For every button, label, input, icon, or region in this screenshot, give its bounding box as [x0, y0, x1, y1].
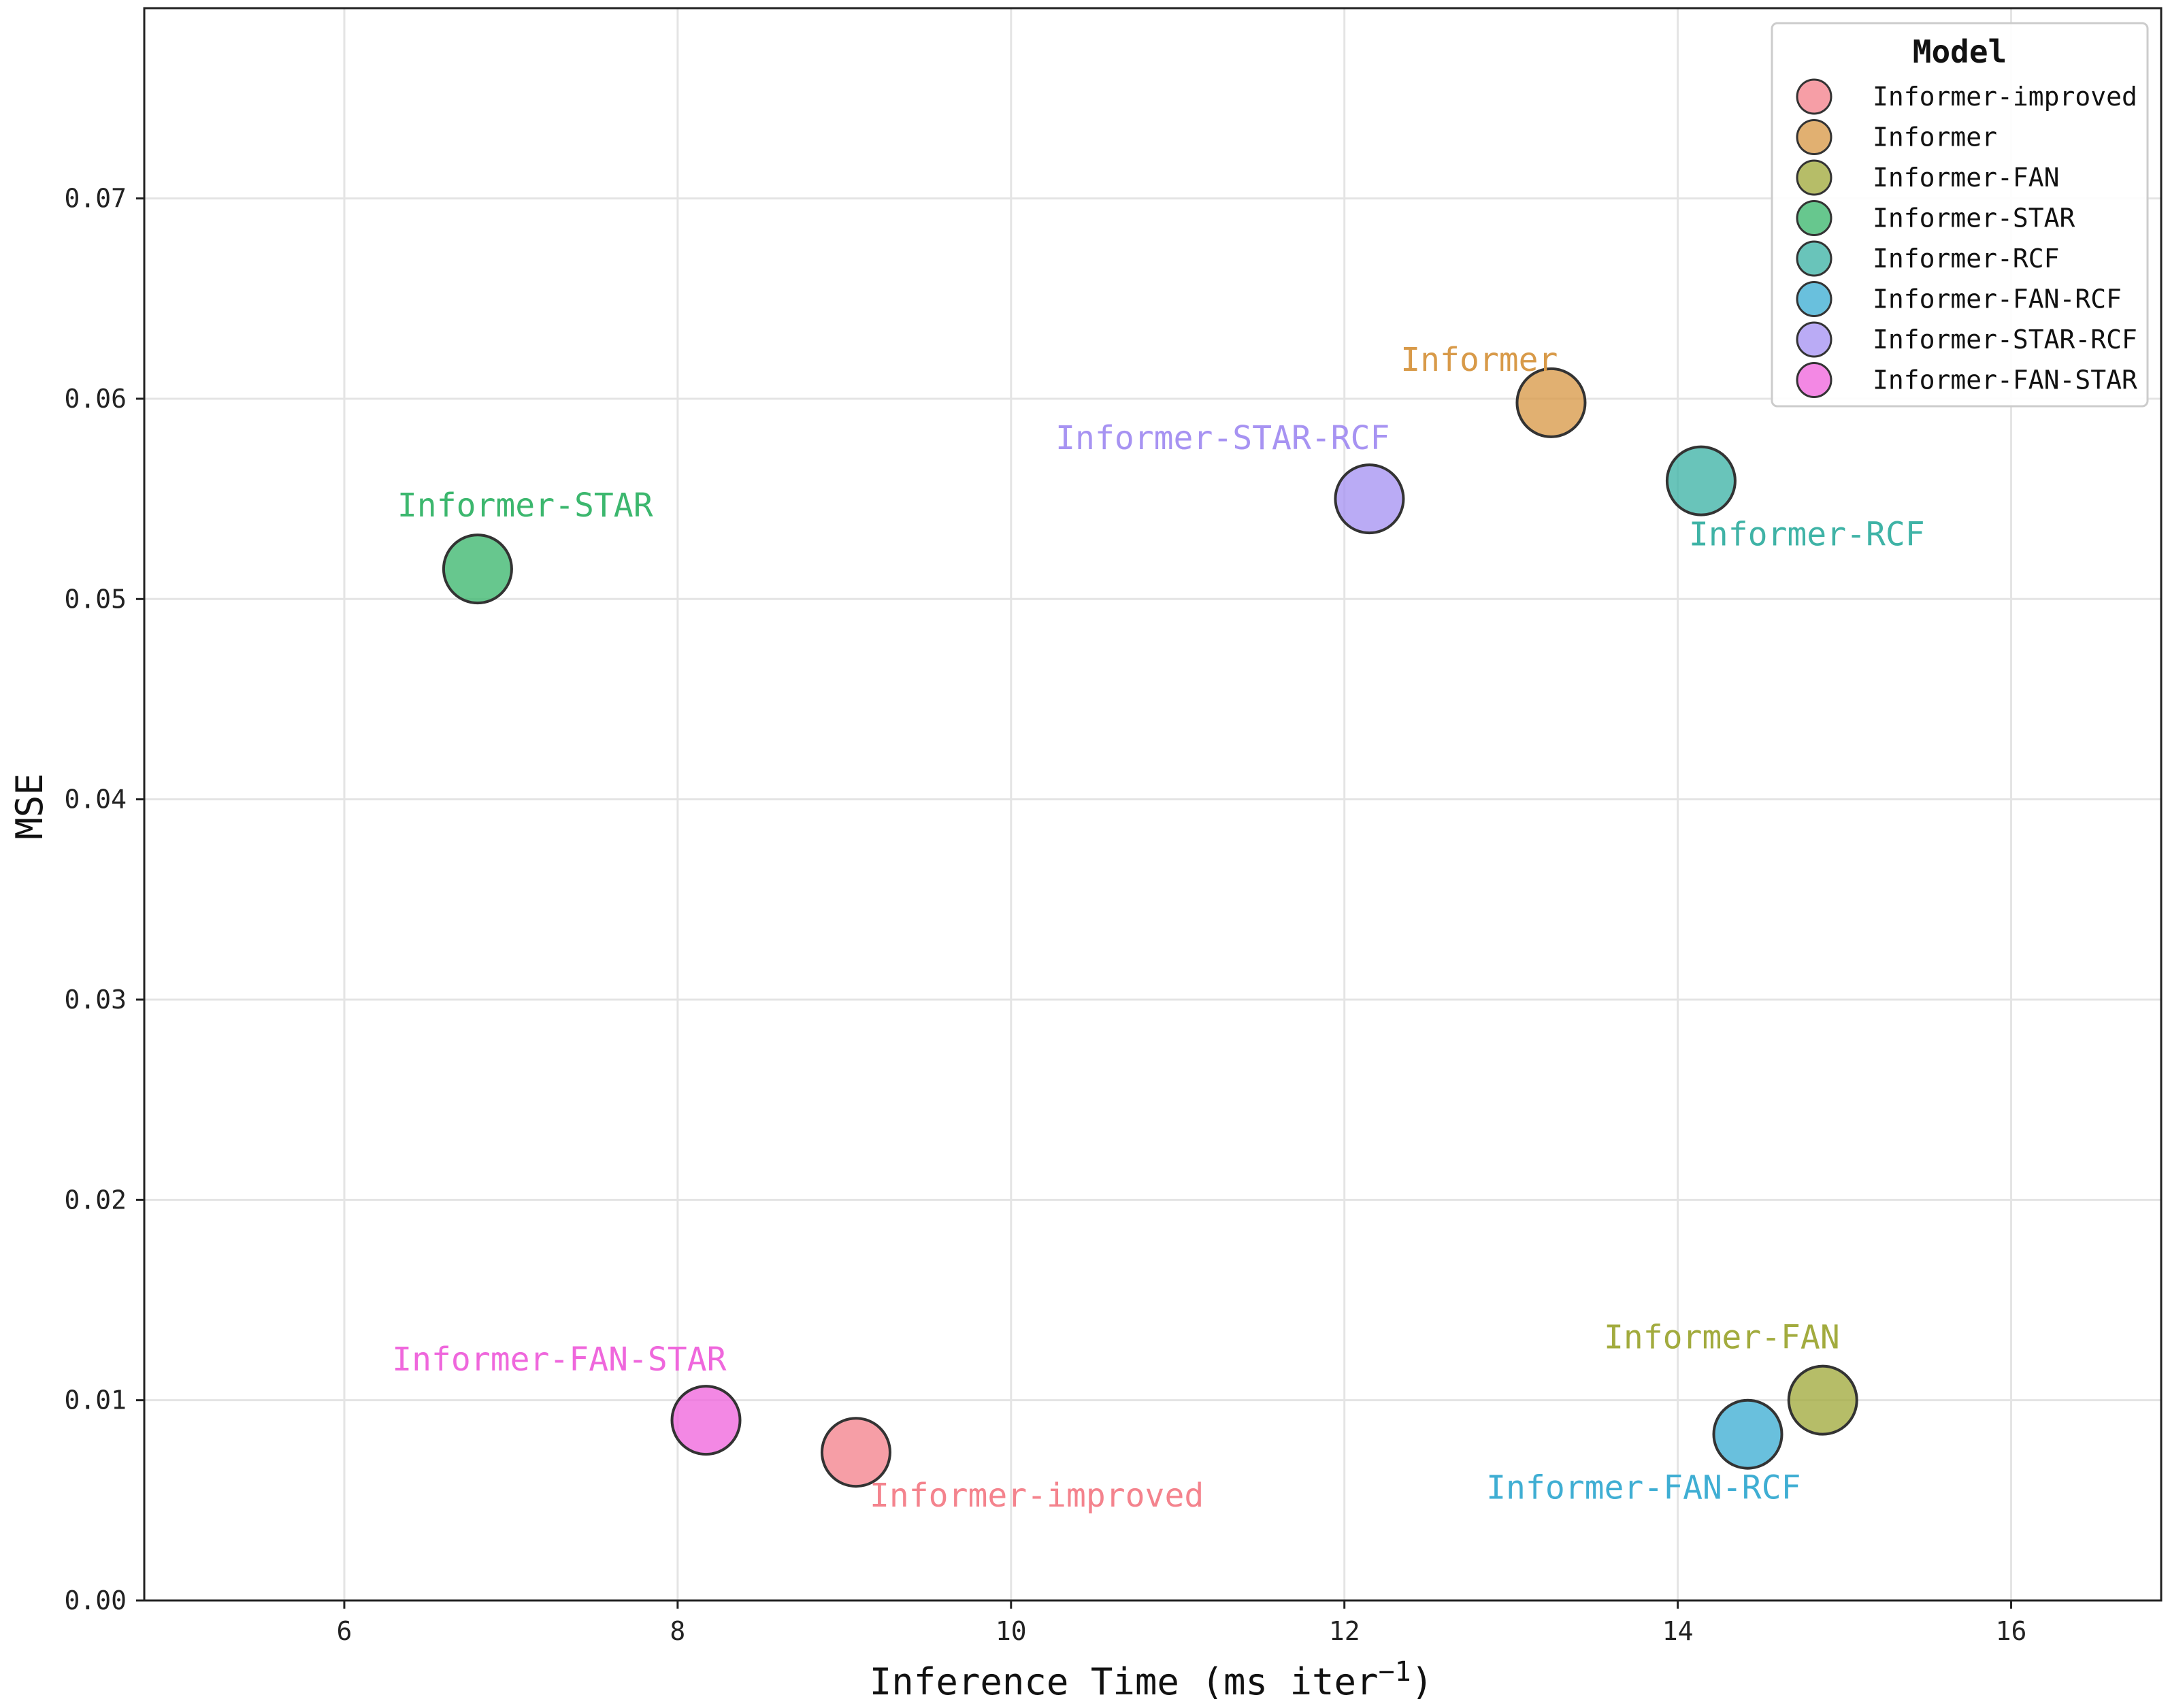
- legend-marker: [1796, 200, 1832, 236]
- data-point: [670, 1385, 742, 1456]
- legend-entry-label: Informer-FAN: [1873, 163, 2060, 193]
- y-tick-label: 0.00: [64, 1586, 127, 1615]
- x-tick-label: 12: [1329, 1616, 1360, 1646]
- legend-marker: [1796, 119, 1832, 155]
- point-label: Informer-STAR-RCF: [1055, 419, 1390, 457]
- x-tick-label: 6: [337, 1616, 352, 1646]
- x-tick-label: 16: [1996, 1616, 2027, 1646]
- legend: Model Informer-improved Informer Informer-F…: [1771, 22, 2149, 408]
- y-tick-label: 0.06: [64, 384, 127, 414]
- plot-frame: [143, 7, 2163, 1602]
- point-labels-layer: Informer-improved Informer Informer-FAN Inf…: [392, 341, 1924, 1515]
- legend-marker: [1796, 240, 1832, 277]
- y-tick-label: 0.03: [64, 985, 127, 1015]
- axes-layer: 6 8 10 12 14 16 0.00 0.01 0.02 0.03 0.04 0.05 0.06 0.…: [64, 7, 2163, 1646]
- y-tick-label: 0.04: [64, 785, 127, 815]
- data-point: [820, 1417, 891, 1488]
- data-point: [1665, 445, 1737, 516]
- y-tick-label: 0.01: [64, 1385, 127, 1415]
- x-tick-label: 10: [996, 1616, 1027, 1646]
- point-label: Informer-RCF: [1689, 516, 1925, 554]
- point-label: Informer-FAN: [1604, 1319, 1840, 1357]
- point-label: Informer-FAN-RCF: [1486, 1469, 1801, 1507]
- data-point: [1334, 463, 1405, 535]
- legend-entry-label: Informer: [1873, 122, 1997, 152]
- legend-entry-label: Informer-FAN-RCF: [1873, 284, 2122, 314]
- x-axis-title-main: Inference Time (ms iter: [870, 1660, 1379, 1703]
- legend-marker: [1796, 281, 1832, 317]
- legend-marker: [1796, 159, 1832, 196]
- x-axis-title-suffix: ): [1411, 1660, 1434, 1703]
- point-label: Informer-improved: [870, 1477, 1204, 1515]
- data-point: [1712, 1398, 1783, 1470]
- legend-entry-label: Informer-FAN-STAR: [1873, 365, 2137, 395]
- legend-entry-label: Informer-improved: [1873, 82, 2137, 112]
- x-tick-label: 8: [670, 1616, 685, 1646]
- points-layer: [442, 367, 1858, 1488]
- legend-entry-label: Informer-STAR: [1873, 203, 2075, 233]
- legend-marker: [1796, 362, 1832, 398]
- legend-entry-label: Informer-STAR-RCF: [1873, 325, 2137, 355]
- legend-box: [1771, 22, 2149, 408]
- y-axis-title: MSE: [8, 773, 51, 840]
- legend-entry-label: Informer-RCF: [1873, 244, 2060, 274]
- legend-title: Model: [1913, 33, 2007, 70]
- point-label: Informer-FAN-STAR: [392, 1341, 726, 1379]
- y-tick-label: 0.05: [64, 584, 127, 614]
- y-tick-label: 0.07: [64, 184, 127, 214]
- y-tick-label: 0.02: [64, 1185, 127, 1215]
- legend-marker: [1796, 321, 1832, 358]
- data-point: [1515, 367, 1587, 438]
- point-label: Informer: [1400, 341, 1558, 379]
- legend-marker: [1796, 78, 1832, 115]
- x-axis-title: Inference Time (ms iter−1): [870, 1656, 1433, 1703]
- point-label: Informer-STAR: [397, 487, 653, 525]
- x-tick-label: 14: [1662, 1616, 1694, 1646]
- data-point: [1787, 1364, 1858, 1436]
- data-point: [442, 533, 513, 605]
- x-axis-title-superscript: −1: [1379, 1656, 1411, 1688]
